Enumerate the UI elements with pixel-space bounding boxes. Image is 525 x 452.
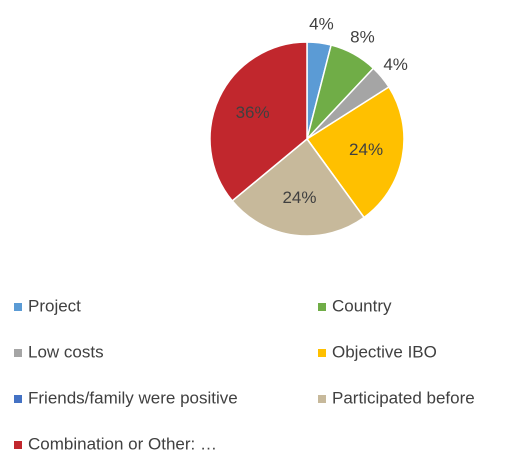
data-label: 4%	[383, 55, 408, 74]
data-label: 24%	[349, 140, 383, 159]
legend-label: Country	[332, 296, 392, 315]
legend-label: Combination or Other: …	[28, 434, 217, 452]
data-label: 36%	[236, 103, 270, 122]
pie-slice	[209, 41, 308, 202]
legend-swatch	[318, 303, 326, 311]
legend-label: Low costs	[28, 342, 104, 361]
legend-swatch	[14, 303, 22, 311]
legend-swatch	[14, 441, 22, 449]
legend-label: Friends/family were positive	[28, 388, 238, 407]
legend-label: Project	[28, 296, 81, 315]
legend-swatch	[14, 395, 22, 403]
data-label: 4%	[309, 14, 334, 33]
pie-slice	[231, 137, 366, 237]
legend-swatch	[318, 349, 326, 357]
legend-swatch	[318, 395, 326, 403]
legend-swatch	[14, 349, 22, 357]
legend-label: Participated before	[332, 388, 475, 407]
pie-slice	[305, 85, 405, 219]
data-label: 8%	[350, 28, 375, 47]
legend-label: Objective IBO	[332, 342, 437, 361]
data-label: 24%	[282, 188, 316, 207]
